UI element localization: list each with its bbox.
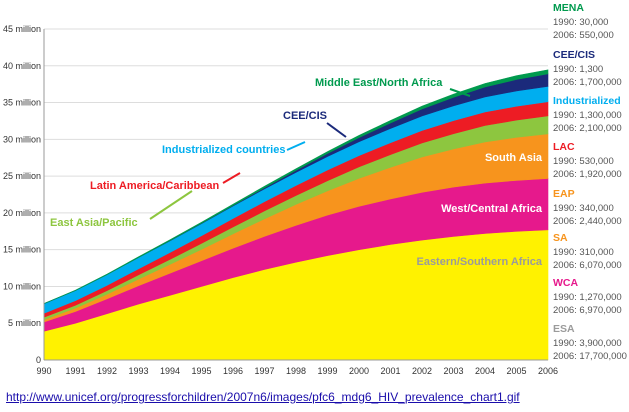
area-label: Industrialized countries bbox=[162, 144, 285, 156]
x-tick-label: 2002 bbox=[412, 366, 432, 376]
source-url-link[interactable]: http://www.unicef.org/progressforchildre… bbox=[6, 390, 520, 404]
area-labels: Eastern/Southern Africa West/Central Afri… bbox=[50, 77, 543, 268]
legend-abbr: WCA bbox=[553, 277, 578, 289]
y-tick-label: 30 million bbox=[3, 134, 41, 144]
leader-line bbox=[222, 172, 241, 184]
x-tick-label: 2004 bbox=[475, 366, 495, 376]
legend-abbr: ESA bbox=[553, 323, 575, 335]
area-label: Latin America/Caribbean bbox=[90, 180, 219, 192]
y-tick-label: 5 million bbox=[8, 318, 41, 328]
x-tick-label: 2005 bbox=[506, 366, 526, 376]
x-tick-label: 1999 bbox=[317, 366, 337, 376]
legend-abbr: LAC bbox=[553, 141, 575, 153]
legend-1990-value: 1990: 340,000 bbox=[553, 203, 614, 214]
area-series bbox=[43, 69, 549, 361]
legend-1990-value: 1990: 1,270,000 bbox=[553, 292, 622, 303]
x-tick-label: 1992 bbox=[97, 366, 117, 376]
y-tick-label: 25 million bbox=[3, 171, 41, 181]
y-tick-label: 0 bbox=[36, 355, 41, 365]
x-tick-label: 1998 bbox=[286, 366, 306, 376]
legend-2006-value: 2006: 2,100,000 bbox=[553, 123, 622, 134]
legend-1990-value: 1990: 310,000 bbox=[553, 247, 614, 258]
legend-2006-value: 2006: 550,000 bbox=[553, 30, 614, 41]
legend-1990-value: 1990: 30,000 bbox=[553, 17, 608, 28]
area-label: Eastern/Southern Africa bbox=[416, 256, 542, 268]
legend-2006-value: 2006: 17,700,000 bbox=[553, 351, 627, 362]
legend-abbr: SA bbox=[553, 232, 568, 244]
x-tick-label: 1997 bbox=[254, 366, 274, 376]
leader-line bbox=[149, 190, 193, 220]
x-tick-label: 1991 bbox=[65, 366, 85, 376]
legend-2006-value: 2006: 2,440,000 bbox=[553, 216, 622, 227]
area-middle-east-north-africa bbox=[43, 69, 549, 305]
leader-line bbox=[286, 141, 306, 151]
x-tick-label: 2000 bbox=[349, 366, 369, 376]
legend-1990-value: 1990: 1,300 bbox=[553, 64, 603, 75]
legend-1990-value: 1990: 530,000 bbox=[553, 156, 614, 167]
x-tick-label: 2006 bbox=[538, 366, 558, 376]
legend-abbr: EAP bbox=[553, 188, 575, 200]
x-tick-label: 1993 bbox=[128, 366, 148, 376]
x-tick-label: 2001 bbox=[380, 366, 400, 376]
x-tick-label: 990 bbox=[36, 366, 51, 376]
x-tick-label: 1994 bbox=[160, 366, 180, 376]
legend-2006-value: 2006: 6,970,000 bbox=[553, 305, 622, 316]
right-legend: MENA 1990: 30,000 2006: 550,000 CEE/CIS 1990… bbox=[553, 2, 627, 362]
legend-abbr: MENA bbox=[553, 2, 584, 14]
leader-line bbox=[326, 122, 347, 138]
legend-2006-value: 2006: 6,070,000 bbox=[553, 260, 622, 271]
y-tick-label: 15 million bbox=[3, 245, 41, 255]
x-tick-label: 2003 bbox=[443, 366, 463, 376]
area-label: West/Central Africa bbox=[441, 203, 543, 215]
axes: 0 5 million 10 million 15 million 20 million… bbox=[3, 24, 558, 376]
area-label: CEE/CIS bbox=[283, 110, 327, 122]
y-tick-label: 40 million bbox=[3, 61, 41, 71]
area-label: South Asia bbox=[485, 152, 543, 164]
stacked-area-chart: 0 5 million 10 million 15 million 20 million… bbox=[3, 2, 627, 376]
legend-abbr: CEE/CIS bbox=[553, 49, 595, 61]
x-tick-label: 1995 bbox=[191, 366, 211, 376]
area-label: Middle East/North Africa bbox=[315, 77, 443, 89]
x-tick-label: 1996 bbox=[223, 366, 243, 376]
legend-1990-value: 1990: 3,900,000 bbox=[553, 338, 622, 349]
y-tick-label: 45 million bbox=[3, 24, 41, 34]
legend-1990-value: 1990: 1,300,000 bbox=[553, 110, 622, 121]
area-label: East Asia/Pacific bbox=[50, 217, 138, 229]
legend-abbr: Industrialized bbox=[553, 95, 621, 107]
legend-2006-value: 2006: 1,920,000 bbox=[553, 169, 622, 180]
legend-2006-value: 2006: 1,700,000 bbox=[553, 77, 622, 88]
y-tick-label: 35 million bbox=[3, 98, 41, 108]
leader-line bbox=[449, 88, 471, 97]
y-tick-label: 20 million bbox=[3, 208, 41, 218]
y-tick-label: 10 million bbox=[3, 281, 41, 291]
